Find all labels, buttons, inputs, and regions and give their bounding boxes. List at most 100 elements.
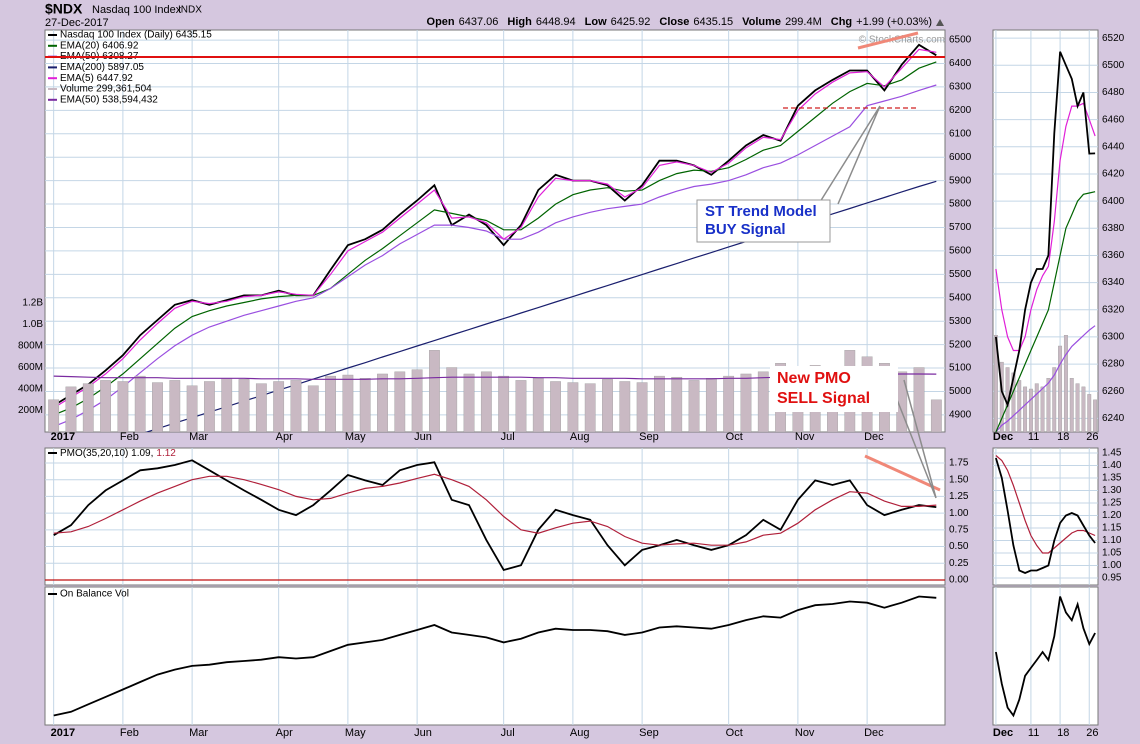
volume-bar	[480, 371, 492, 432]
x-tick-label: 2017	[51, 727, 75, 739]
y-tick-label: 6500	[1102, 60, 1125, 71]
quote-label: High	[507, 16, 532, 28]
panel	[44, 586, 946, 726]
y2-tick-label: 400M	[18, 384, 43, 395]
legend-label: PMO(35,20,10) 1.09,	[60, 448, 153, 459]
quote-value: 6437.06	[459, 16, 499, 28]
y2-tick-label: 600M	[18, 362, 43, 373]
volume-bar	[117, 381, 129, 432]
x-tick-label: May	[345, 727, 366, 739]
y-tick-label: 5900	[949, 175, 972, 186]
buy-arrow	[819, 105, 881, 205]
volume-bar	[1052, 367, 1057, 432]
y-tick-label: 5100	[949, 363, 972, 374]
panel	[992, 447, 1099, 586]
quote-label: Close	[659, 16, 689, 28]
volume-bar	[429, 350, 440, 432]
series-line	[995, 596, 1096, 718]
y-tick-label: 6320	[1102, 304, 1125, 315]
plot	[993, 30, 1098, 432]
volume-bar	[602, 379, 613, 432]
x-tick-label: Dec	[864, 431, 884, 443]
volume-bar	[740, 373, 752, 432]
volume-bar	[325, 375, 336, 432]
legend-label: Volume 299,361,504	[60, 84, 152, 95]
y-tick-label: 0.00	[949, 575, 969, 586]
volume-bar	[1046, 378, 1051, 432]
x-tick-label: Apr	[276, 727, 293, 739]
buy-box	[696, 199, 831, 243]
volume-bar	[446, 367, 458, 432]
x-tick-label: Sep	[639, 727, 659, 739]
plot	[995, 587, 1096, 725]
change-arrow	[936, 19, 944, 26]
volume-bar	[705, 378, 717, 432]
volume-bar	[1011, 372, 1016, 432]
trend-line	[864, 454, 941, 492]
y-tick-label: 1.30	[1102, 485, 1122, 496]
volume-bar	[377, 373, 388, 432]
volume-bar	[515, 380, 527, 432]
y-tick-label: 1.25	[1102, 498, 1122, 509]
volume-bar	[411, 369, 423, 432]
x-tick-label: Dec	[993, 727, 1013, 739]
y-tick-label: 1.00	[949, 508, 969, 519]
volume-bar	[1017, 380, 1022, 432]
quote-value: 6448.94	[536, 16, 576, 28]
volume-bar	[1034, 383, 1039, 432]
volume-bar	[1087, 394, 1092, 432]
y-tick-label: 6420	[1102, 169, 1125, 180]
y-tick-label: 6260	[1102, 386, 1125, 397]
x-tick-label: 11	[1028, 727, 1039, 739]
x-tick-label: 2017	[51, 431, 75, 443]
x-tick-label: 11	[1028, 431, 1039, 443]
x-tick-label: 18	[1057, 727, 1069, 739]
y-tick-label: 6460	[1102, 114, 1125, 125]
volume-bar	[1023, 386, 1028, 432]
volume-bar	[757, 371, 769, 432]
panel	[992, 29, 1099, 433]
x-tick-label: Aug	[570, 727, 590, 739]
sell-arrow	[893, 379, 937, 499]
volume-bar	[1028, 388, 1033, 432]
y-tick-label: 6340	[1102, 277, 1125, 288]
symbol: $NDX	[45, 1, 83, 17]
y-tick-label: 5300	[949, 316, 972, 327]
y-tick-label: 5400	[949, 292, 972, 303]
x-tick-label: Sep	[639, 431, 659, 443]
y-tick-label: 0.50	[949, 541, 969, 552]
panel	[44, 447, 946, 586]
y-tick-label: 6360	[1102, 250, 1125, 261]
y-tick-label: 6440	[1102, 141, 1125, 152]
x-tick-label: Mar	[189, 727, 208, 739]
index-name: Nasdaq 100 Index	[92, 4, 182, 16]
quote-value: 6435.15	[693, 16, 733, 28]
x-tick-label: Nov	[795, 431, 815, 443]
y-tick-label: 1.25	[949, 491, 969, 502]
y-tick-label: 1.35	[1102, 473, 1122, 484]
volume-bar	[221, 378, 233, 432]
volume-bar	[204, 381, 215, 432]
volume-bar	[273, 381, 285, 432]
legend-label: EMA(200) 5897.05	[60, 62, 144, 73]
date: 27-Dec-2017	[45, 17, 109, 29]
series-line	[995, 455, 1096, 554]
y-tick-label: 0.95	[1102, 573, 1122, 584]
y-tick-label: 6300	[949, 82, 972, 93]
y-tick-label: 6500	[949, 35, 972, 46]
volume-bar	[619, 381, 631, 432]
legend-label: EMA(5) 6447.92	[60, 73, 133, 84]
volume-bar	[688, 380, 700, 432]
volume-bar	[238, 379, 250, 432]
plot	[45, 30, 945, 432]
volume-bar	[134, 375, 146, 432]
y-tick-label: 1.50	[949, 474, 969, 485]
legend-label: EMA(20) 6406.92	[60, 40, 139, 51]
volume-bar	[307, 385, 319, 432]
volume-bar	[463, 373, 475, 432]
y-tick-label: 5800	[949, 199, 972, 210]
x-tick-label: May	[345, 431, 366, 443]
volume-bar	[342, 374, 354, 432]
y-tick-label: 6280	[1102, 359, 1125, 370]
volume-bar	[255, 383, 267, 432]
